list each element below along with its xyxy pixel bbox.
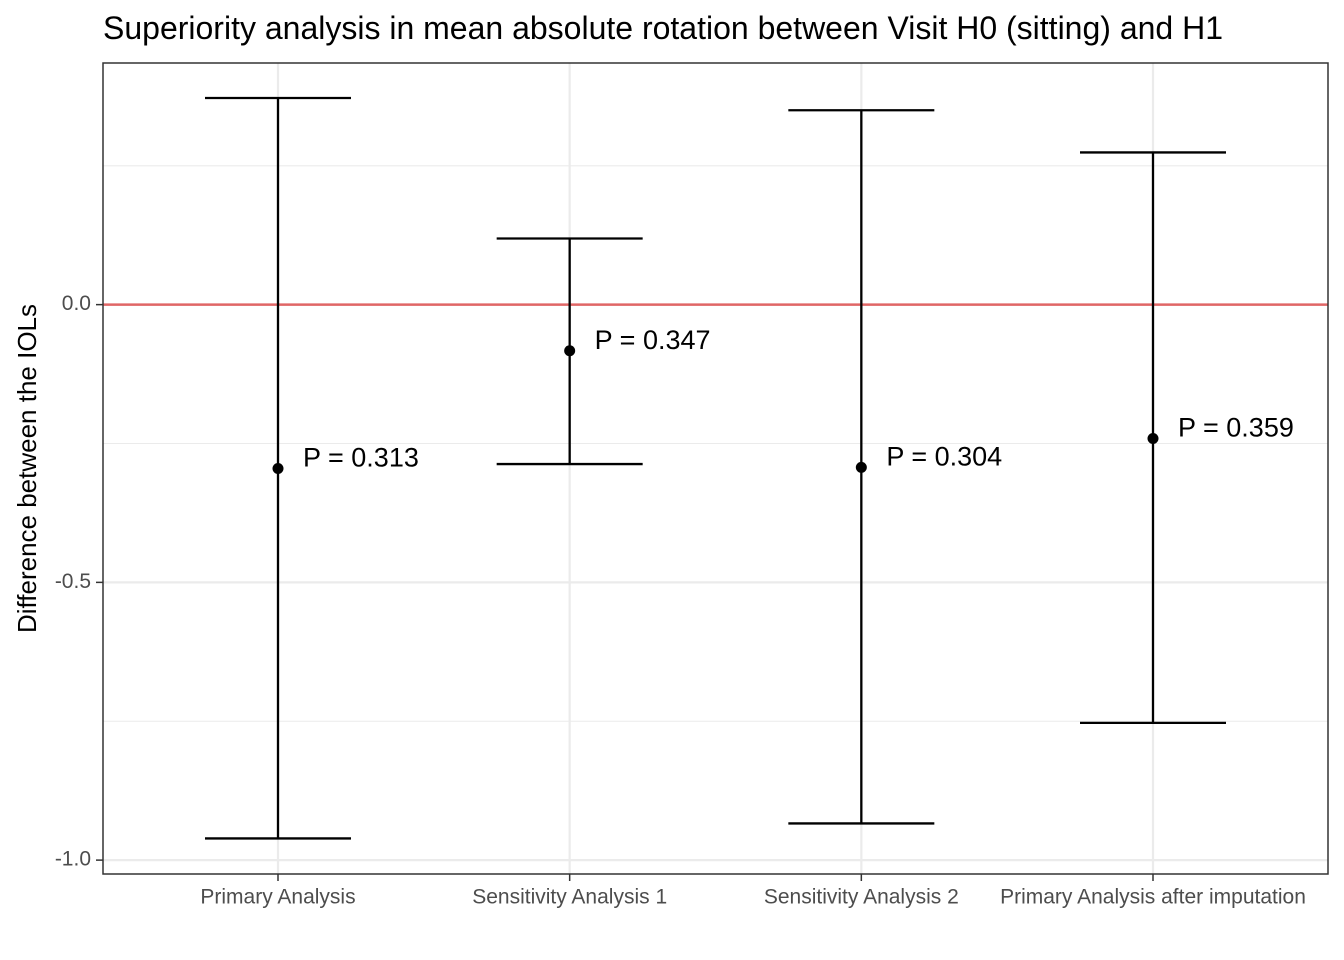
estimate-point (855, 461, 867, 473)
x-tick-label: Primary Analysis after imputation (1000, 886, 1306, 909)
error-bar-marks: P = 0.313 P = 0.347 P = 0.304 P = 0.359 (205, 96, 1294, 840)
p-value-label: P = 0.359 (1178, 413, 1294, 443)
p-value-label: P = 0.304 (886, 442, 1002, 472)
chart-title: Superiority analysis in mean absolute ro… (103, 10, 1223, 46)
estimate-point (564, 345, 576, 357)
axes: -1.0 -0.5 0.0 Primary Analysis Sensitivity A… (55, 292, 1306, 908)
grid-lines (103, 63, 1328, 874)
estimate-point (272, 463, 284, 474)
x-tick-label: Sensitivity Analysis 2 (764, 886, 959, 909)
y-tick-label: -0.5 (55, 570, 91, 593)
p-value-label: P = 0.347 (595, 325, 711, 355)
y-axis-title: Difference between the IOLs (12, 304, 42, 633)
x-tick-label: Primary Analysis (200, 886, 355, 909)
y-tick-label: 0.0 (62, 292, 91, 315)
y-tick-label: -1.0 (55, 848, 91, 871)
panel-border (102, 62, 1329, 875)
estimate-point (1147, 433, 1159, 445)
x-tick-label: Sensitivity Analysis 1 (472, 886, 667, 909)
p-value-label: P = 0.313 (303, 443, 419, 473)
